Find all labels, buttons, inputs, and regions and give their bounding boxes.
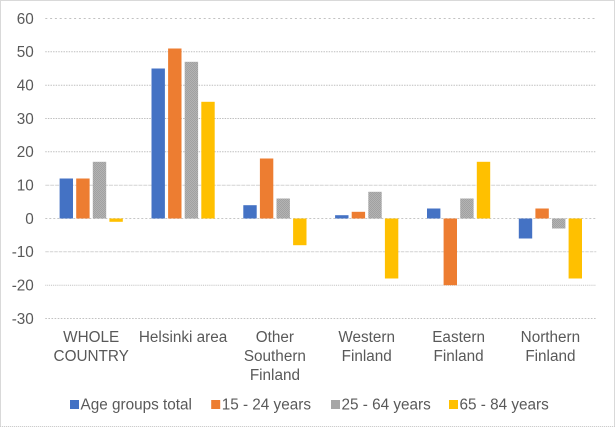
svg-text:-10: -10 bbox=[12, 244, 34, 261]
svg-text:Finland: Finland bbox=[525, 348, 575, 365]
svg-text:50: 50 bbox=[17, 44, 34, 61]
svg-text:Finland: Finland bbox=[342, 348, 392, 365]
svg-text:15 - 24 years: 15 - 24 years bbox=[222, 397, 312, 414]
svg-text:COUNTRY: COUNTRY bbox=[54, 348, 129, 365]
svg-text:Northern: Northern bbox=[521, 329, 581, 346]
svg-text:Finland: Finland bbox=[434, 348, 484, 365]
svg-text:Age groups total: Age groups total bbox=[81, 397, 192, 414]
svg-text:20: 20 bbox=[17, 144, 34, 161]
svg-text:-20: -20 bbox=[12, 278, 34, 295]
svg-text:Southern: Southern bbox=[244, 348, 306, 365]
svg-text:-30: -30 bbox=[12, 311, 34, 328]
svg-text:0: 0 bbox=[25, 211, 34, 228]
svg-text:10: 10 bbox=[17, 178, 34, 195]
svg-text:30: 30 bbox=[17, 111, 34, 128]
svg-text:60: 60 bbox=[17, 11, 34, 28]
svg-text:25 - 64 years: 25 - 64 years bbox=[342, 397, 432, 414]
svg-text:Other: Other bbox=[256, 329, 294, 346]
svg-text:Finland: Finland bbox=[250, 367, 300, 384]
svg-text:Helsinki area: Helsinki area bbox=[139, 329, 228, 346]
svg-text:WHOLE: WHOLE bbox=[63, 329, 119, 346]
svg-text:Western: Western bbox=[338, 329, 395, 346]
svg-text:40: 40 bbox=[17, 78, 34, 95]
svg-text:65 - 84 years: 65 - 84 years bbox=[460, 397, 550, 414]
svg-text:Eastern: Eastern bbox=[432, 329, 485, 346]
